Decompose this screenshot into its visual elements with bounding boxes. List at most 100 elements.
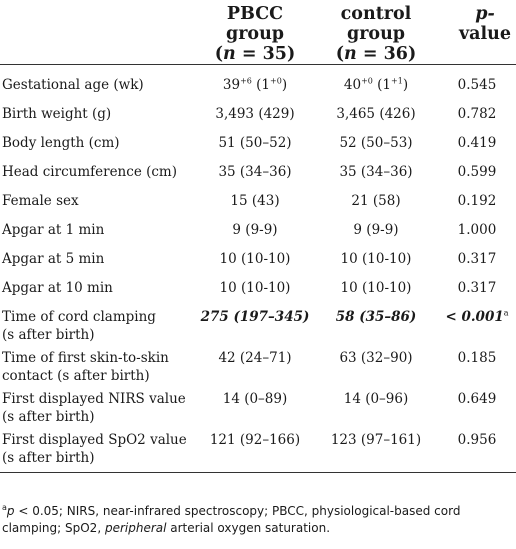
header-empty-cell (0, 0, 196, 65)
p-value: 0.192 (457, 193, 497, 209)
p-value: 0.782 (457, 106, 497, 122)
table-row: Apgar at 1 min 9 (9-9) 9 (9-9) 1.000 (0, 221, 516, 250)
header-pbcc-n: n (223, 44, 236, 64)
header-control-n: n (344, 44, 357, 64)
pbcc-value: 39+6 (1+0) (196, 65, 314, 106)
table-row: First displayed SpO2 value (s after birth… (0, 431, 516, 473)
pbcc-sup: +6 (240, 76, 252, 86)
header-control-open: ( (335, 44, 345, 64)
ctrl-mid: (1 (372, 77, 392, 93)
row-label-line1: Time of cord clamping (2, 309, 156, 325)
header-p-line1: p- (475, 4, 495, 24)
ctrl-sup2: +1 (391, 76, 403, 86)
header-p-value: p- value (438, 0, 516, 65)
table-row: Time of cord clamping (s after birth) 275… (0, 308, 516, 349)
control-value: 40+0 (1+1) (314, 65, 438, 106)
pbcc-base: 39 (222, 77, 241, 93)
row-label-line1: First displayed NIRS value (2, 391, 186, 407)
control-value: 9 (9-9) (353, 222, 399, 238)
control-value: 123 (97–161) (314, 431, 438, 473)
pbcc-value: 35 (34–36) (218, 164, 292, 180)
p-value: 0.317 (457, 280, 497, 296)
footnote-text-1: < 0.05; NIRS, near-infrared spectroscopy… (2, 504, 461, 535)
p-value: 0.956 (438, 431, 516, 473)
p-value: 0.185 (457, 350, 497, 366)
table-row: Birth weight (g) 3,493 (429) 3,465 (426)… (0, 105, 516, 134)
control-value: 10 (10-10) (340, 251, 412, 267)
row-label: Head circumference (cm) (2, 164, 177, 180)
pbcc-value: 275 (197–345) (200, 309, 310, 325)
pbcc-sup2: +0 (270, 76, 282, 86)
ctrl-sup: +0 (361, 76, 373, 86)
control-value: 52 (50–53) (339, 135, 413, 151)
row-label: First displayed SpO2 value (s after birth… (0, 431, 196, 473)
header-pbcc-group: PBCC group (n = 35) (196, 0, 314, 65)
ctrl-base: 40 (343, 77, 362, 93)
pbcc-value: 9 (9-9) (232, 222, 278, 238)
control-value: 21 (58) (351, 193, 401, 209)
row-label: Apgar at 5 min (2, 251, 105, 267)
row-label-line2: (s after birth) (2, 450, 95, 466)
control-value: 3,465 (426) (336, 106, 416, 122)
footnote-p-symbol: p (6, 504, 15, 518)
control-value: 35 (34–36) (339, 164, 413, 180)
row-label-line2: (s after birth) (2, 409, 95, 425)
table-row: Gestational age (wk) 39+6 (1+0) 40+0 (1+… (0, 65, 516, 106)
pbcc-mid: (1 (251, 77, 271, 93)
pbcc-end: ) (281, 77, 288, 93)
row-label: Birth weight (g) (2, 106, 112, 122)
pbcc-value: 14 (0–89) (222, 391, 288, 407)
pbcc-value: 15 (43) (230, 193, 280, 209)
row-label-line2: contact (s after birth) (2, 368, 150, 384)
row-label: Apgar at 10 min (2, 280, 113, 296)
header-pbcc-open: ( (214, 44, 224, 64)
table-row: Body length (cm) 51 (50–52) 52 (50–53) 0… (0, 134, 516, 163)
p-value: 1.000 (457, 222, 497, 238)
table-header-row: PBCC group (n = 35) control group (n = 3… (0, 0, 516, 65)
p-value: < 0.001a (438, 308, 516, 349)
header-pbcc-count: = 35) (235, 44, 296, 64)
row-label: First displayed NIRS value (s after birth… (0, 390, 196, 431)
ctrl-end: ) (402, 77, 409, 93)
p-value: 0.419 (457, 135, 497, 151)
control-value: 58 (35–86) (335, 309, 417, 325)
p-value: 0.317 (457, 251, 497, 267)
pbcc-value: 3,493 (429) (215, 106, 295, 122)
footnote-marker: a (503, 308, 509, 318)
header-pbcc-title: PBCC group (225, 4, 285, 44)
pbcc-value: 10 (10-10) (219, 280, 291, 296)
control-value: 14 (0–96) (343, 391, 409, 407)
header-control-count: = 36) (356, 44, 417, 64)
table-row: First displayed NIRS value (s after birth… (0, 390, 516, 431)
table-footnote: ap < 0.05; NIRS, near-infrared spectrosc… (2, 503, 514, 537)
p-value: 0.649 (457, 391, 497, 407)
pbcc-value: 121 (92–166) (196, 431, 314, 473)
p-value-text: < 0.001 (445, 309, 504, 325)
control-value: 63 (32–90) (339, 350, 413, 366)
header-p-line2: value (458, 24, 511, 44)
table-row: Head circumference (cm) 35 (34–36) 35 (3… (0, 163, 516, 192)
table-row: Female sex 15 (43) 21 (58) 0.192 (0, 192, 516, 221)
row-label: Apgar at 1 min (2, 222, 105, 238)
row-label: Gestational age (wk) (2, 77, 144, 93)
row-label: Time of cord clamping (s after birth) (0, 308, 196, 349)
footnote-marker: a (2, 503, 7, 512)
row-label-line1: Time of first skin-to-skin (2, 350, 169, 366)
p-value: 0.599 (457, 164, 497, 180)
row-label-line1: First displayed SpO2 value (2, 432, 187, 448)
control-value: 10 (10-10) (340, 280, 412, 296)
row-label-line2: (s after birth) (2, 327, 95, 343)
p-value: 0.545 (457, 77, 497, 93)
pbcc-value: 10 (10-10) (219, 251, 291, 267)
header-control-group: control group (n = 36) (314, 0, 438, 65)
footnote-text-2: arterial oxygen saturation. (166, 521, 331, 535)
row-label: Body length (cm) (2, 135, 120, 151)
row-label: Time of first skin-to-skin contact (s aft… (0, 349, 196, 390)
pbcc-value: 51 (50–52) (218, 135, 292, 151)
characteristics-table: PBCC group (n = 35) control group (n = 3… (0, 0, 516, 473)
table-row: Apgar at 5 min 10 (10-10) 10 (10-10) 0.3… (0, 250, 516, 279)
table-row: Apgar at 10 min 10 (10-10) 10 (10-10) 0.… (0, 279, 516, 308)
header-control-title: control group (340, 4, 412, 44)
row-label: Female sex (2, 193, 79, 209)
pbcc-value: 42 (24–71) (218, 350, 292, 366)
